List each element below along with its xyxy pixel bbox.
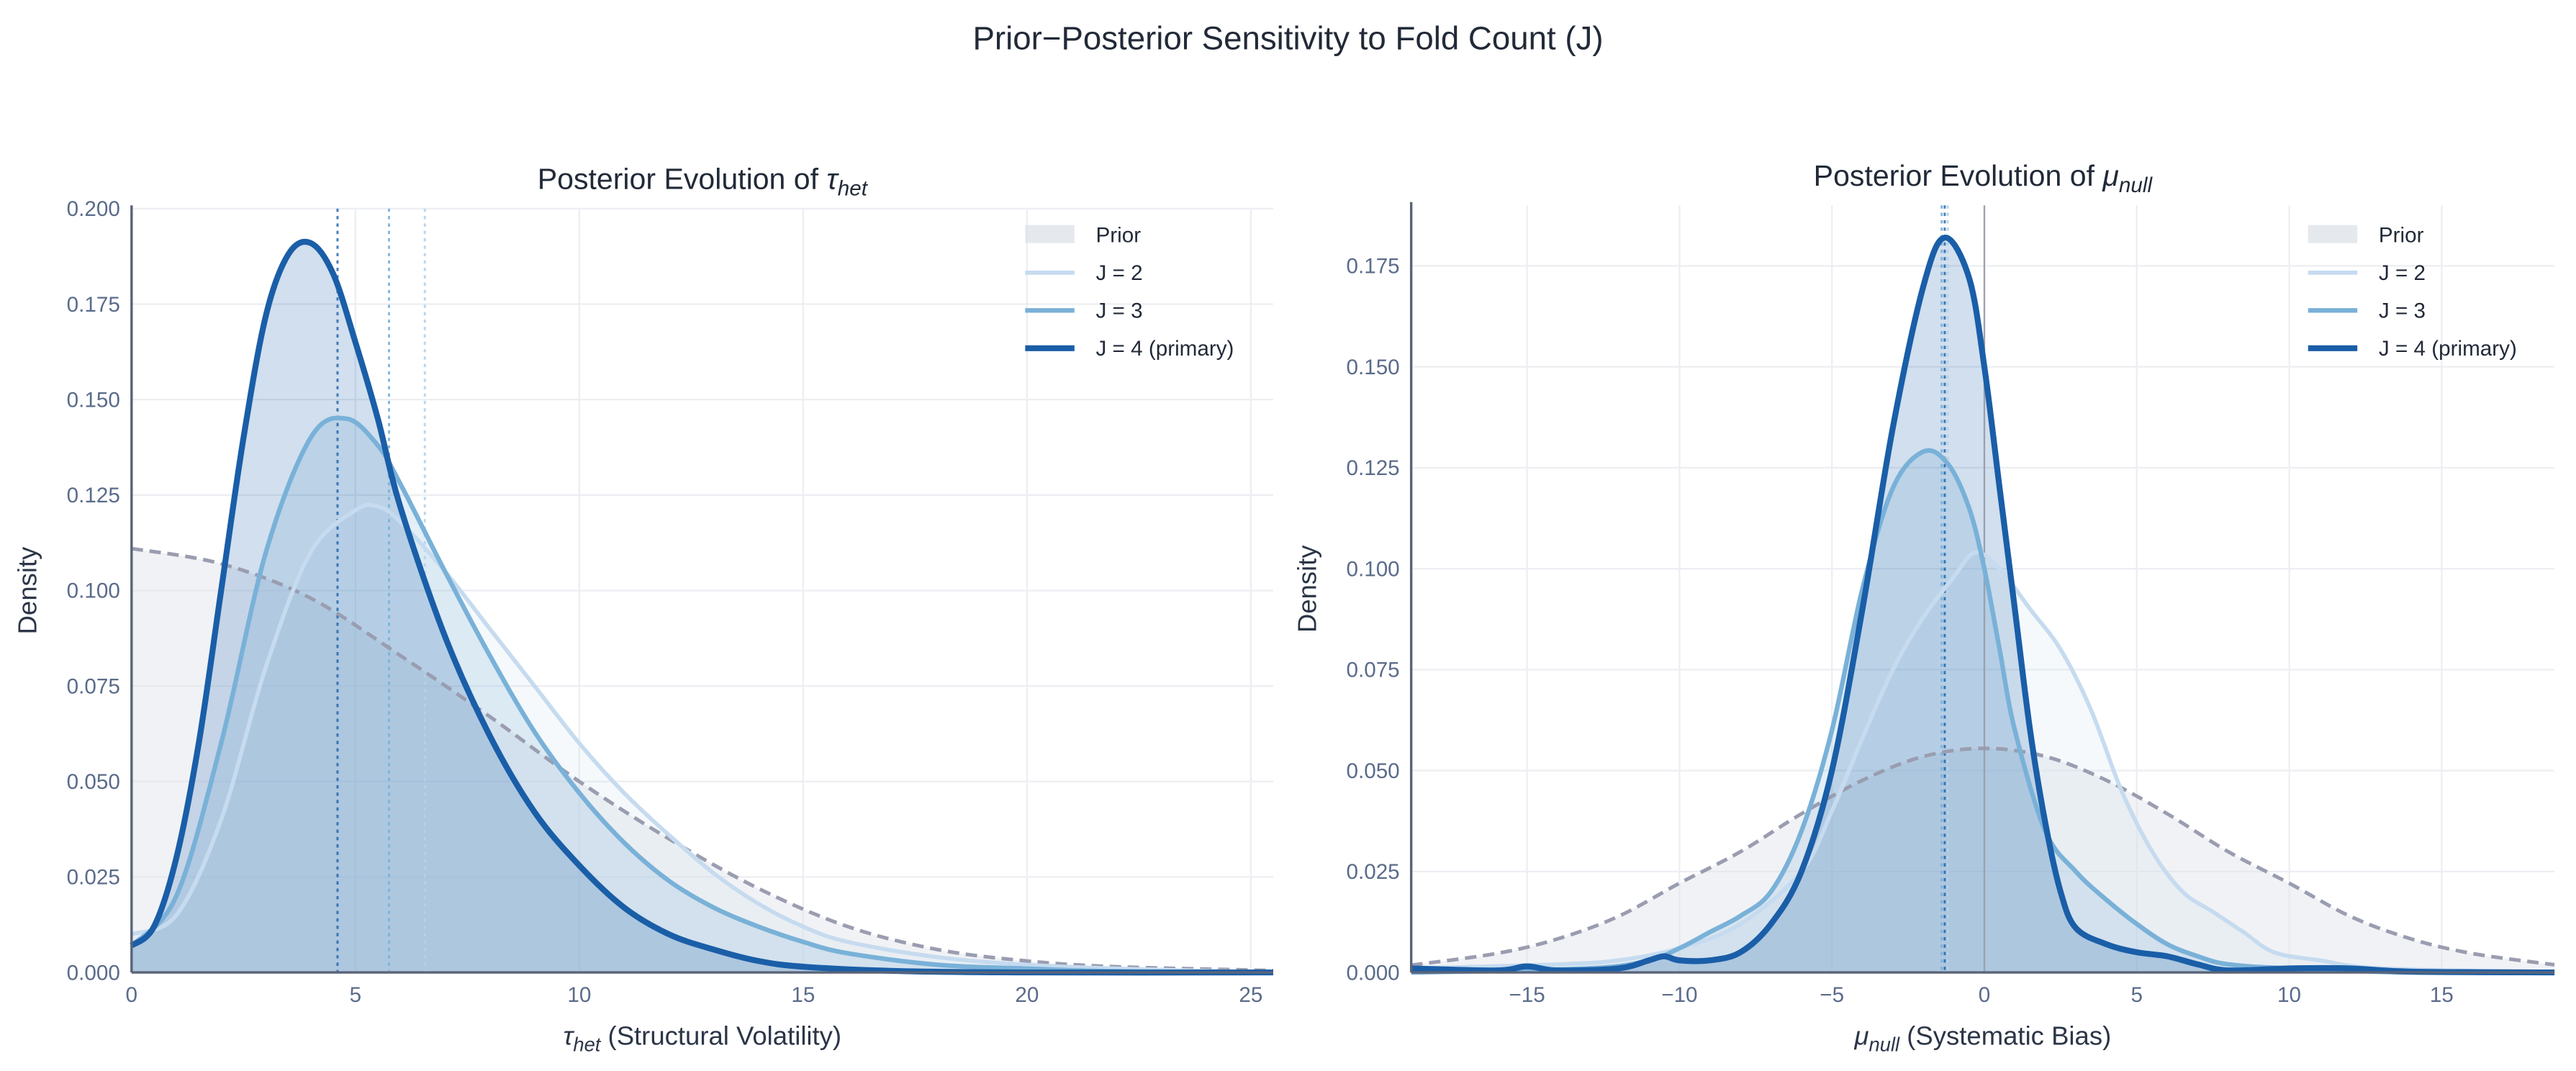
y-tick-label: 0.100 <box>67 579 120 603</box>
posterior-curve-j3 <box>130 415 1273 975</box>
y-tick-label: 0.150 <box>1346 356 1399 379</box>
y-tick-label: 0.150 <box>67 388 120 412</box>
panel-title: Posterior Evolution of μnull <box>1814 159 2154 197</box>
y-axis-label: Density <box>1292 545 1321 633</box>
legend-label-0: Prior <box>1095 224 1141 248</box>
x-tick-label: 0 <box>126 983 137 1007</box>
posterior-curve-j3 <box>1411 448 2555 975</box>
y-axis-label: Density <box>12 546 42 634</box>
x-tick-label: −5 <box>1820 983 1844 1007</box>
panel-title-subscript: null <box>2119 173 2154 197</box>
x-tick-label: 25 <box>1239 983 1262 1007</box>
x-axis-label-symbol: μ <box>1854 1021 1869 1050</box>
posterior-fill-j3 <box>1411 450 2555 973</box>
posterior-curve-j2 <box>130 502 1274 975</box>
panel-title-symbol: τ <box>826 162 839 195</box>
x-axis-label-subscript: het <box>573 1034 601 1056</box>
posterior-curve-j4 <box>130 238 1273 976</box>
figure-title: Prior−Posterior Sensitivity to Fold Coun… <box>972 19 1603 56</box>
x-tick-label: −10 <box>1661 983 1697 1007</box>
panel-title-prefix: Posterior Evolution of <box>1814 159 2103 192</box>
y-tick-label: 0.050 <box>1346 759 1399 783</box>
prior-fill <box>1411 748 2555 973</box>
legend-label-2: J = 3 <box>2379 299 2426 323</box>
x-tick-label: 0 <box>1979 983 1991 1007</box>
tau-het-panel: 0 5 10 15 20 25 0.000 0.025 0.050 0.075 0.100 0.125… <box>12 162 1274 1056</box>
x-axis-label-text: (Structural Volatility) <box>600 1021 841 1050</box>
x-axis-label-symbol: τ <box>564 1021 575 1050</box>
y-tick-label: 0.025 <box>67 866 120 890</box>
x-axis-label: μnull (Systematic Bias) <box>1854 1021 2112 1055</box>
y-tick-label: 0.200 <box>67 197 120 221</box>
posterior-fill-j2 <box>1411 552 2555 973</box>
legend: Prior J = 2 J = 3 J = 4 (primary) <box>1025 224 1234 361</box>
x-tick-label: 20 <box>1015 983 1039 1007</box>
y-tick-label: 0.000 <box>1346 961 1399 985</box>
x-tick-label: 15 <box>2430 983 2454 1007</box>
x-tick-label: 10 <box>2277 983 2301 1007</box>
panel-title-prefix: Posterior Evolution of <box>538 162 827 195</box>
y-tick-label: 0.000 <box>67 961 120 985</box>
y-tick-label: 0.100 <box>1346 557 1399 581</box>
legend-label-3: J = 4 (primary) <box>1095 337 1234 361</box>
x-tick-label: 5 <box>350 983 362 1007</box>
prior-curve <box>131 546 1274 972</box>
legend-swatch-prior <box>1025 225 1075 243</box>
legend-label-0: Prior <box>2379 224 2424 248</box>
posterior-curve-j2 <box>1411 550 2555 975</box>
y-tick-label: 0.125 <box>67 484 120 507</box>
posterior-curve-j4 <box>1411 235 2555 976</box>
y-tick-label: 0.125 <box>1346 456 1399 480</box>
legend: Prior J = 2 J = 3 J = 4 (primary) <box>2308 224 2517 361</box>
y-tick-label: 0.175 <box>1346 255 1399 279</box>
x-tick-label: 15 <box>791 983 815 1007</box>
legend-label-1: J = 2 <box>1095 261 1142 285</box>
y-tick-label: 0.050 <box>67 770 120 794</box>
posterior-fill-j4 <box>1411 238 2555 973</box>
x-tick-label: 10 <box>567 983 591 1007</box>
x-tick-label: −15 <box>1509 983 1545 1007</box>
posterior-fill-j4 <box>131 241 1273 973</box>
y-tick-label: 0.025 <box>1346 860 1399 884</box>
x-tick-label: 5 <box>2131 983 2143 1007</box>
prior-curve <box>1411 746 2555 967</box>
legend-swatch-prior <box>2308 225 2358 243</box>
panel-title-subscript: het <box>838 177 869 201</box>
prior-fill <box>131 548 1273 973</box>
legend-label-1: J = 2 <box>2379 261 2426 285</box>
legend-label-2: J = 3 <box>1095 299 1142 323</box>
posterior-fill-j2 <box>131 505 1273 973</box>
x-axis-label: τhet (Structural Volatility) <box>564 1021 841 1055</box>
panel-title-symbol: μ <box>2102 159 2118 192</box>
x-axis-label-subscript: null <box>1869 1034 1901 1056</box>
legend-label-3: J = 4 (primary) <box>2379 337 2517 361</box>
panel-title: Posterior Evolution of τhet <box>538 162 869 200</box>
y-tick-label: 0.075 <box>1346 659 1399 682</box>
mu-null-panel: −15 −10 −5 0 5 10 15 0.000 0.025 0.050 0.075 0.100 0… <box>1292 159 2555 1056</box>
x-axis-label-text: (Systematic Bias) <box>1899 1021 2111 1050</box>
y-tick-label: 0.075 <box>67 674 120 698</box>
y-tick-label: 0.175 <box>67 293 120 317</box>
